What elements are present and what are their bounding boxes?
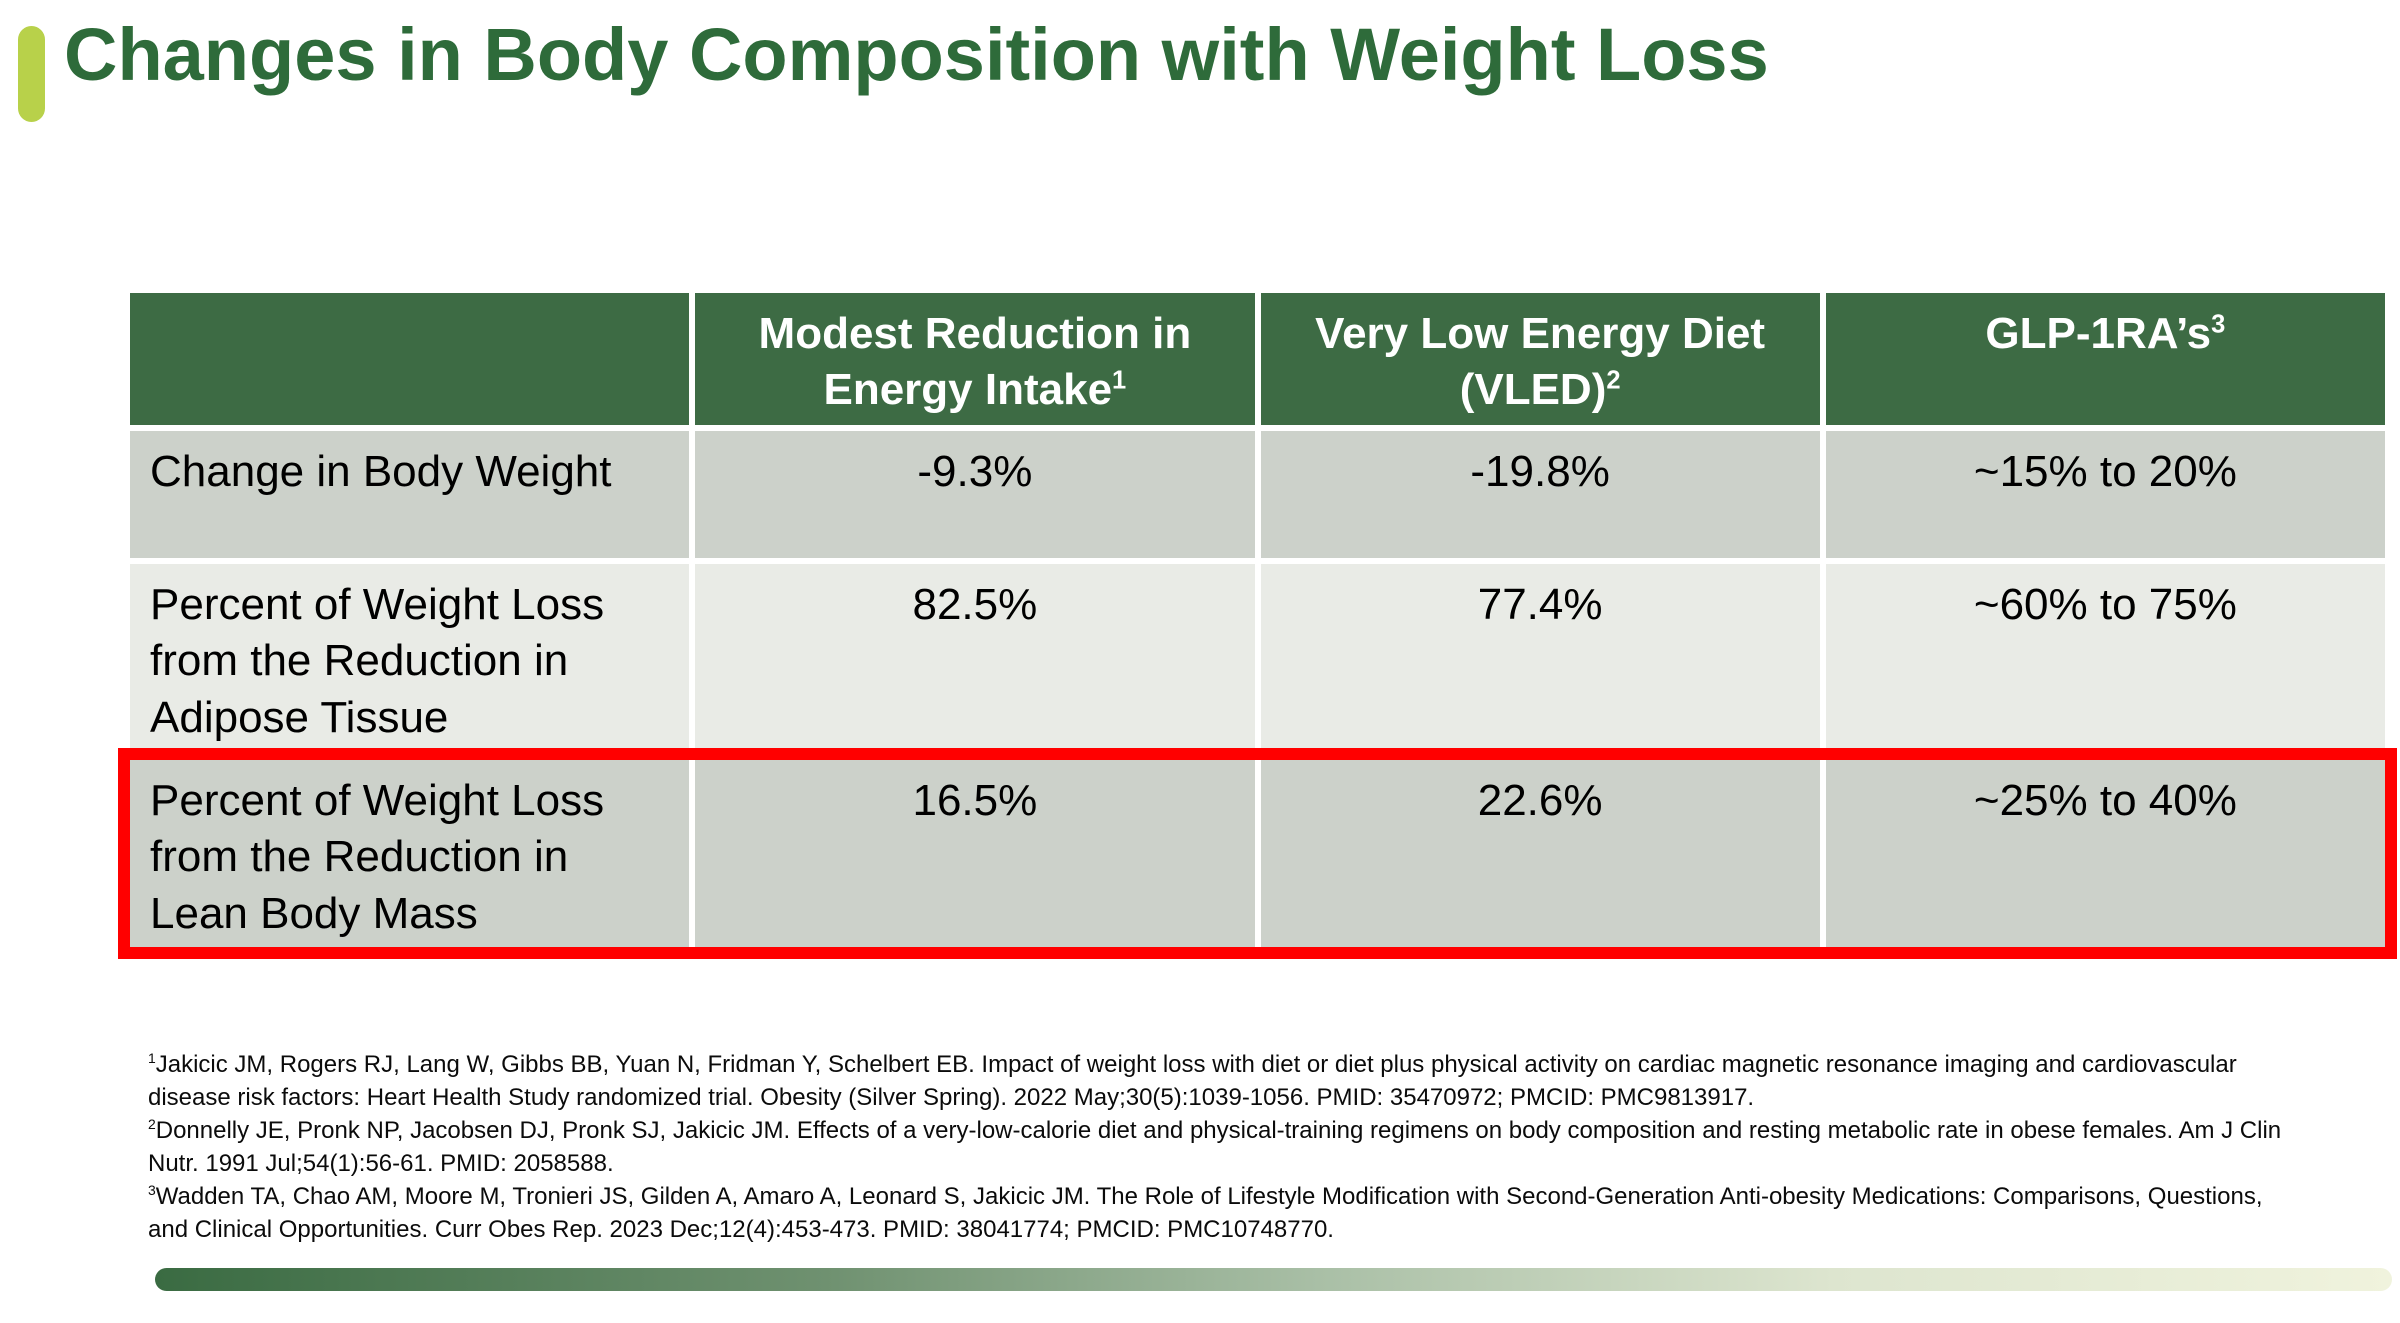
footnote-text: Jakicic JM, Rogers RJ, Lang W, Gibbs BB,… xyxy=(148,1051,2237,1111)
cell-value: 77.4% xyxy=(1260,564,1820,754)
page-title: Changes in Body Composition with Weight … xyxy=(64,13,1769,96)
footnote-3: 3Wadden TA, Chao AM, Moore M, Tronieri J… xyxy=(148,1180,2298,1246)
references-block: 1Jakicic JM, Rogers RJ, Lang W, Gibbs BB… xyxy=(148,1048,2298,1246)
footnote-text: Donnelly JE, Pronk NP, Jacobsen DJ, Pron… xyxy=(148,1117,2282,1177)
footnote-marker: 3 xyxy=(148,1182,156,1198)
header-label: Very Low Energy Diet (VLED) xyxy=(1315,309,1766,415)
bottom-gradient-bar xyxy=(155,1268,2392,1291)
footnote-1: 1Jakicic JM, Rogers RJ, Lang W, Gibbs BB… xyxy=(148,1048,2298,1114)
footnote-2: 2Donnelly JE, Pronk NP, Jacobsen DJ, Pro… xyxy=(148,1114,2298,1180)
row-label-change-in-body-weight: Change in Body Weight xyxy=(130,431,690,558)
body-composition-table: Modest Reduction in Energy Intake1 Very … xyxy=(130,293,2385,947)
header-cell-empty xyxy=(130,293,690,425)
header-cell-vled: Very Low Energy Diet (VLED)2 xyxy=(1260,293,1820,425)
row-label-lean-body-mass: Percent of Weight Loss from the Reductio… xyxy=(130,760,690,947)
header-footnote-ref: 2 xyxy=(1606,366,1621,395)
header-label: GLP-1RA’s xyxy=(1985,309,2212,358)
cell-value: 16.5% xyxy=(695,760,1255,947)
title-accent-bar xyxy=(18,26,45,122)
header-cell-modest-reduction: Modest Reduction in Energy Intake1 xyxy=(695,293,1255,425)
cell-value: ~15% to 20% xyxy=(1825,431,2385,558)
cell-value: -9.3% xyxy=(695,431,1255,558)
footnote-marker: 1 xyxy=(148,1050,156,1066)
cell-value: ~25% to 40% xyxy=(1825,760,2385,947)
header-footnote-ref: 3 xyxy=(2211,310,2226,339)
cell-value: 22.6% xyxy=(1260,760,1820,947)
footnote-marker: 2 xyxy=(148,1116,156,1132)
row-label-adipose-tissue: Percent of Weight Loss from the Reductio… xyxy=(130,564,690,754)
cell-value: ~60% to 75% xyxy=(1825,564,2385,754)
header-footnote-ref: 1 xyxy=(1112,366,1127,395)
header-label: Modest Reduction in Energy Intake xyxy=(758,309,1192,415)
cell-value: -19.8% xyxy=(1260,431,1820,558)
cell-value: 82.5% xyxy=(695,564,1255,754)
footnote-text: Wadden TA, Chao AM, Moore M, Tronieri JS… xyxy=(148,1183,2263,1243)
header-cell-glp1ra: GLP-1RA’s3 xyxy=(1825,293,2385,425)
